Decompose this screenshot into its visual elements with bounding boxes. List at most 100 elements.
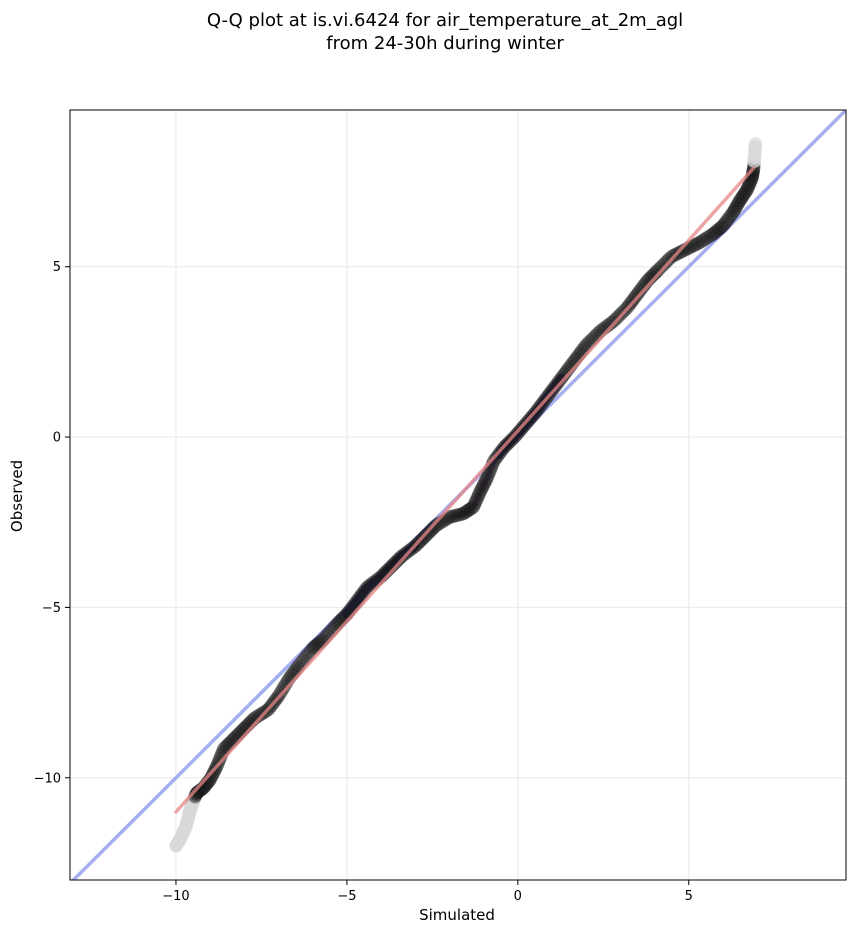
data-point xyxy=(463,502,478,516)
data-point xyxy=(742,178,756,192)
data-point xyxy=(733,193,747,208)
x-axis-label: Simulated xyxy=(419,906,495,924)
data-point xyxy=(477,476,491,491)
x-tick-label: 5 xyxy=(685,889,693,904)
data-point xyxy=(425,521,440,536)
data-point xyxy=(740,181,755,196)
data-point xyxy=(307,640,322,654)
data-point xyxy=(710,223,724,238)
data-point xyxy=(739,184,753,199)
data-point xyxy=(674,244,689,259)
y-tick-label: −10 xyxy=(34,771,61,786)
points-layer xyxy=(169,137,763,853)
data-point xyxy=(694,234,708,249)
x-tick-label: −5 xyxy=(337,889,356,904)
data-point xyxy=(360,580,375,594)
data-point xyxy=(724,207,739,221)
data-point xyxy=(356,585,370,600)
data-point xyxy=(479,473,493,487)
data-point xyxy=(658,255,673,270)
data-point xyxy=(740,183,754,197)
transition-band xyxy=(450,444,507,519)
data-point xyxy=(296,653,310,668)
data-point xyxy=(551,375,566,389)
data-point xyxy=(716,219,730,233)
data-point xyxy=(719,215,733,229)
data-point xyxy=(364,577,379,591)
y-ticks: 5 0 −5 −10 xyxy=(34,260,70,786)
data-point xyxy=(662,251,677,266)
data-point xyxy=(469,493,484,508)
x-ticks: −10 −5 0 5 xyxy=(162,880,693,904)
data-point xyxy=(308,639,323,653)
data-point xyxy=(711,222,726,237)
data-point xyxy=(728,202,742,216)
y-tick-label: −5 xyxy=(42,601,61,616)
data-point xyxy=(457,505,472,520)
fit-line xyxy=(174,166,756,814)
data-point xyxy=(698,232,712,246)
data-point xyxy=(696,233,710,248)
data-point xyxy=(741,179,756,194)
data-point xyxy=(487,454,501,468)
data-point xyxy=(727,203,742,218)
data-point xyxy=(474,482,489,497)
data-point xyxy=(468,495,483,510)
data-point xyxy=(632,285,646,299)
data-point xyxy=(300,648,314,663)
chart-title-line2: from 24-30h during winter xyxy=(326,33,564,54)
data-point xyxy=(452,507,467,522)
data-point xyxy=(471,489,486,503)
data-point xyxy=(478,475,492,489)
data-point xyxy=(726,205,741,219)
data-point xyxy=(708,225,723,239)
data-point xyxy=(467,497,482,512)
data-point xyxy=(303,643,318,658)
data-point xyxy=(734,192,748,206)
data-point xyxy=(748,137,763,151)
data-point xyxy=(298,651,312,665)
data-point xyxy=(692,236,706,250)
data-point xyxy=(301,646,316,661)
data-point xyxy=(690,237,704,251)
data-point xyxy=(446,509,461,524)
data-point xyxy=(701,230,716,244)
data-point xyxy=(442,510,457,524)
fit-line-layer xyxy=(174,166,756,814)
data-point xyxy=(656,257,671,272)
data-point xyxy=(448,508,463,523)
data-point xyxy=(488,452,503,466)
data-point xyxy=(703,228,718,243)
data-point xyxy=(713,221,727,236)
data-point xyxy=(604,315,619,330)
data-point xyxy=(253,707,268,722)
data-point xyxy=(629,289,643,303)
data-point xyxy=(357,584,372,598)
data-point xyxy=(466,500,481,514)
data-point xyxy=(450,508,465,523)
data-point xyxy=(354,587,369,602)
data-point xyxy=(353,589,367,604)
data-point xyxy=(460,503,475,518)
data-point xyxy=(480,471,494,485)
data-point xyxy=(462,502,476,517)
data-point xyxy=(731,196,745,211)
data-point xyxy=(699,231,714,245)
data-point xyxy=(454,507,469,522)
data-point xyxy=(660,253,675,268)
data-point xyxy=(305,641,320,656)
data-point xyxy=(729,200,743,214)
data-point xyxy=(473,484,488,499)
center-band-lower xyxy=(342,541,420,619)
data-point xyxy=(427,520,442,534)
data-point xyxy=(482,466,496,480)
y-tick-label: 5 xyxy=(53,260,61,275)
data-point xyxy=(720,213,735,227)
data-point xyxy=(212,754,226,768)
data-point xyxy=(465,501,479,515)
data-point xyxy=(743,174,758,189)
data-point xyxy=(738,186,752,200)
chart-title-line1: Q-Q plot at is.vi.6424 for air_temperatu… xyxy=(207,10,683,31)
x-tick-label: −10 xyxy=(162,889,189,904)
data-point xyxy=(459,504,473,519)
